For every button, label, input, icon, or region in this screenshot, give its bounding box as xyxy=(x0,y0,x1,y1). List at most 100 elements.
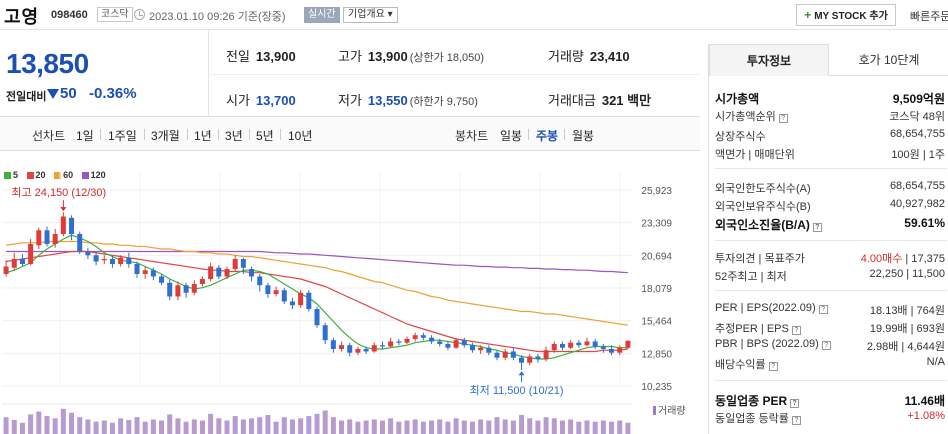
candle-body xyxy=(379,345,385,347)
candle-body xyxy=(142,270,148,274)
volume-bar xyxy=(240,419,246,434)
candle-body xyxy=(461,340,467,346)
volume-bar xyxy=(150,419,156,434)
info-row-label: 외국인한도주식수(A) xyxy=(715,183,811,195)
candle-body xyxy=(44,230,50,245)
help-icon[interactable]: ? xyxy=(768,362,778,371)
quick-order-link[interactable]: 빠른주문 xyxy=(910,11,948,23)
period-1d[interactable]: 1일 xyxy=(76,129,94,143)
value-text: N/A xyxy=(926,356,945,368)
company-overview-button[interactable]: 기업개요 ▾ xyxy=(343,7,398,23)
candle-monthly[interactable]: 월봉 xyxy=(572,129,595,143)
info-row-label: 동일업종 등락률? xyxy=(715,410,801,426)
volume-bar xyxy=(314,413,320,434)
volume-bar xyxy=(461,420,467,434)
volume-legend-swatch xyxy=(653,406,656,415)
info-row-label: 동일업종 PER? xyxy=(715,392,800,409)
tab-invest-info[interactable]: 투자정보 xyxy=(709,44,829,76)
help-icon[interactable]: ? xyxy=(812,223,822,232)
change-label: 전일대비 xyxy=(6,91,47,103)
divider xyxy=(249,129,250,140)
help-icon[interactable]: ? xyxy=(818,305,828,314)
help-icon[interactable]: ? xyxy=(790,399,800,408)
volume-bar xyxy=(494,417,500,434)
period-3y[interactable]: 3년 xyxy=(225,129,243,143)
volume-bar xyxy=(445,421,451,434)
volume-bar xyxy=(322,410,328,434)
info-row: PER | EPS(2022.09)? 18.13배 | 764원 xyxy=(715,302,947,320)
legend-ma20: 20 xyxy=(26,170,46,180)
info-row: 동일업종 등락률? +1.08% xyxy=(715,410,947,428)
candle-body xyxy=(306,292,312,309)
volume-bar xyxy=(510,420,516,434)
divider xyxy=(715,168,947,169)
candle-daily[interactable]: 일봉 xyxy=(500,129,523,143)
legend-ma60: 60 xyxy=(54,170,73,180)
day-low: 저가 13,550 (하한가 9,750) xyxy=(338,90,478,109)
period-1y[interactable]: 1년 xyxy=(194,129,212,143)
candle-body xyxy=(625,340,631,348)
value-text: 22,250 | 11,500 xyxy=(869,268,945,280)
volume-bar xyxy=(420,421,426,434)
candle-body xyxy=(175,285,181,297)
info-row-value: 2.98배 | 4,644원 xyxy=(867,338,945,354)
period-10y[interactable]: 10년 xyxy=(288,129,313,143)
info-row: 52주최고 | 최저 22,250 | 11,500 xyxy=(715,268,947,286)
value-text: 68,654,755 xyxy=(889,128,945,140)
candle-body xyxy=(224,268,230,277)
divider xyxy=(715,290,947,291)
realtime-button[interactable]: 실시간 xyxy=(304,7,340,23)
volume-bar xyxy=(404,420,410,434)
help-icon[interactable]: ? xyxy=(791,326,801,335)
candle-body xyxy=(576,342,582,346)
help-icon[interactable]: ? xyxy=(821,341,831,350)
candle-body xyxy=(469,345,475,351)
open-price: 시가 13,700 xyxy=(226,90,296,109)
info-row: 추정PER | EPS? 19.99배 | 693원 xyxy=(715,320,947,338)
candle-body xyxy=(429,337,435,342)
info-row-label: 외국인보유주식수(B) xyxy=(715,201,811,213)
volume-bar xyxy=(159,420,165,434)
help-icon[interactable]: ? xyxy=(778,114,788,123)
candle-body xyxy=(617,347,623,353)
highlight-value: +1.08% xyxy=(907,410,945,422)
volume-bar xyxy=(85,419,91,434)
add-my-stock-button[interactable]: + MY STOCK 추가 xyxy=(796,4,896,26)
period-3m[interactable]: 3개월 xyxy=(151,129,180,143)
tab-orderbook[interactable]: 호가 10단계 xyxy=(829,44,948,76)
change-percent: -0.36% xyxy=(89,85,137,102)
candle-body xyxy=(208,266,214,279)
volume-bar xyxy=(142,421,148,434)
volume-bar xyxy=(199,420,205,434)
candle-body xyxy=(453,340,459,348)
info-row: 외국인보유주식수(B) 40,927,982 xyxy=(715,198,947,216)
candle-body xyxy=(240,259,246,268)
period-5y[interactable]: 5년 xyxy=(256,129,274,143)
candle-body xyxy=(249,268,255,277)
volume-bar xyxy=(396,421,402,434)
candle-body xyxy=(355,348,361,353)
high-value: 13,900 xyxy=(367,49,408,64)
candle-body xyxy=(396,341,402,343)
volume-bar xyxy=(478,419,484,434)
candle-weekly[interactable]: 주봉 xyxy=(536,129,559,143)
info-row: 투자의견 | 목표주가 4.00매수 | 17,375 xyxy=(715,250,947,268)
period-1w[interactable]: 1주일 xyxy=(108,129,137,143)
value-text: 18.13배 | 764원 xyxy=(869,305,945,317)
candle-body xyxy=(502,351,508,358)
divider xyxy=(218,129,219,140)
high-arrow-head xyxy=(60,207,67,212)
price-chart[interactable]: 25,923 23,309 20,694 18,079 15,464 12,850 10,2… xyxy=(0,152,700,434)
y-tick-label: 12,850 xyxy=(641,349,672,360)
volume-bar xyxy=(216,418,222,434)
volume-bar xyxy=(559,420,565,434)
help-icon[interactable]: ? xyxy=(791,416,801,425)
highlight-value: 4.00매수 xyxy=(860,253,903,265)
volume-bar xyxy=(592,421,598,434)
ma60-line xyxy=(6,240,628,326)
info-row-value: 59.61% xyxy=(904,216,945,230)
candle-body xyxy=(150,270,156,277)
candle-body xyxy=(19,259,25,264)
volume-bar xyxy=(224,420,230,434)
stock-name: 고영 xyxy=(4,7,40,27)
